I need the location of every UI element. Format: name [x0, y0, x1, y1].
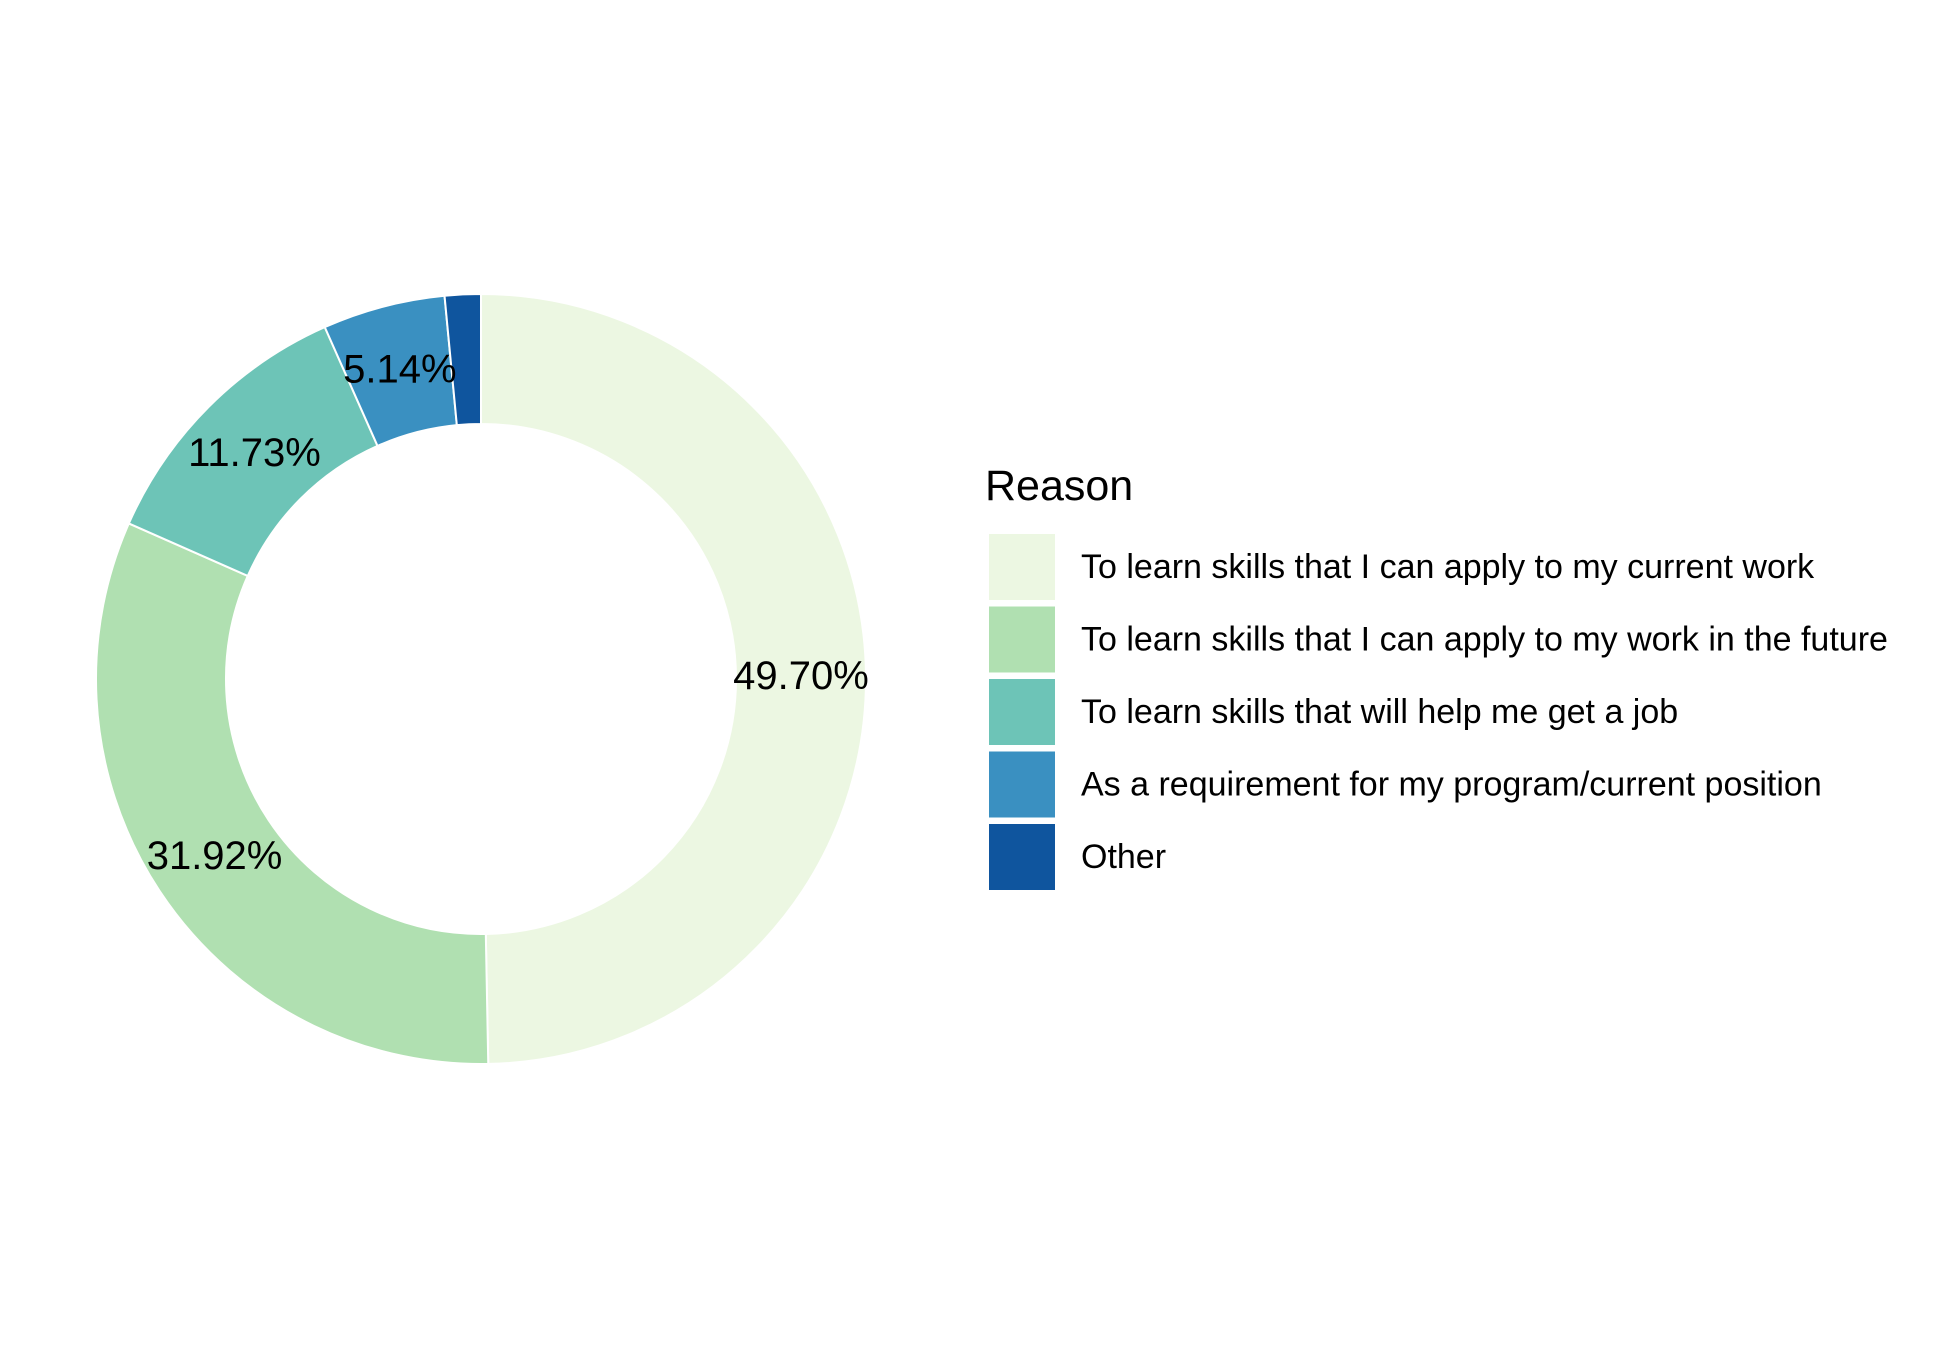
donut-slice-other [443, 292, 482, 427]
legend-label: Other [1081, 838, 1166, 876]
legend-item-to-learn-skills-that-will-help-me-get-a-: To learn skills that will help me get a … [989, 679, 1678, 745]
legend-label: To learn skills that will help me get a … [1081, 693, 1678, 731]
legend-swatch [989, 679, 1055, 745]
slice-labels: 49.70% 31.92% 11.73% 5.14% [147, 347, 869, 878]
slice-label-to-learn-skills-that-i-can-apply-to-my-w: 31.92% [147, 834, 283, 878]
legend-swatch [989, 824, 1055, 890]
legend-items: To learn skills that I can apply to my c… [989, 534, 1888, 890]
legend-title: Reason [985, 462, 1133, 510]
legend-label: As a requirement for my program/current … [1081, 766, 1822, 804]
legend-item-as-a-requirement-for-my-program-current-: As a requirement for my program/current … [989, 751, 1822, 818]
legend-swatch [989, 606, 1055, 673]
legend-swatch [989, 751, 1055, 818]
legend-label: To learn skills that I can apply to my c… [1081, 548, 1815, 586]
slice-label-to-learn-skills-that-i-can-apply-to-my-c: 49.70% [733, 654, 869, 698]
donut-slices [95, 292, 867, 1065]
slice-label-to-learn-skills-that-will-help-me-get-a-: 11.73% [188, 431, 321, 475]
legend: Reason To learn skills that I can apply … [985, 462, 1888, 890]
donut-slice-to-learn-skills-that-i-can-apply-to-my-c [480, 292, 867, 1065]
legend-item-to-learn-skills-that-i-can-apply-to-my-w: To learn skills that I can apply to my w… [989, 606, 1888, 673]
legend-swatch [989, 534, 1055, 600]
legend-item-to-learn-skills-that-i-can-apply-to-my-c: To learn skills that I can apply to my c… [989, 534, 1815, 600]
legend-item-other: Other [989, 824, 1166, 890]
donut-slice-to-learn-skills-that-i-can-apply-to-my-w [95, 522, 490, 1065]
legend-label: To learn skills that I can apply to my w… [1081, 621, 1888, 659]
slice-label-as-a-requirement-for-my-program-current-: 5.14% [343, 347, 456, 391]
